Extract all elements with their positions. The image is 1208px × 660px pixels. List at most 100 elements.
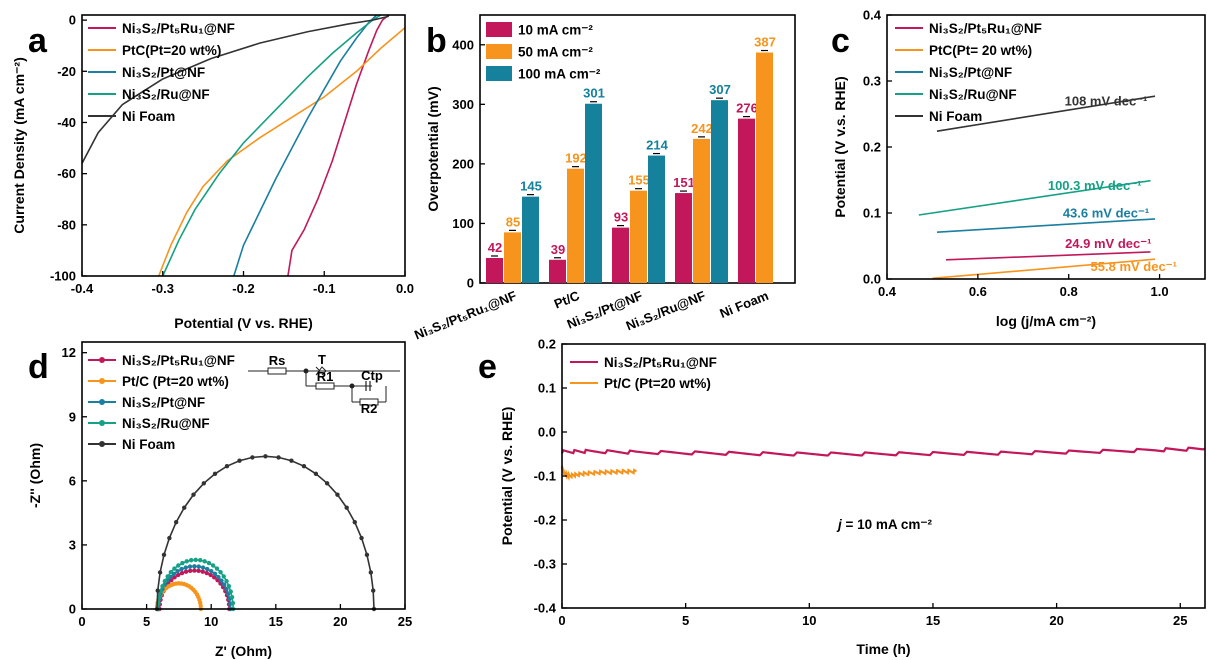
nyquist-point	[250, 455, 255, 460]
nyquist-point	[221, 574, 226, 579]
x-tick-label: 0.6	[969, 284, 987, 299]
x-tick-label: -0.1	[313, 281, 335, 296]
y-tick-label: 0.2	[538, 337, 556, 352]
x-tick-label: 25	[398, 614, 412, 629]
x-tick-label: 5	[143, 614, 150, 629]
bar-value-label: 242	[691, 121, 713, 136]
legend-entry: 50 mA cm⁻²	[518, 45, 593, 60]
nyquist-point	[187, 568, 193, 574]
legend-marker	[99, 441, 105, 447]
x-tick-label: 0.4	[878, 284, 897, 299]
nyquist-point	[180, 560, 185, 566]
bar-bar100	[648, 155, 665, 283]
bar-bar50	[693, 138, 710, 283]
nyquist-point	[198, 603, 203, 609]
circuit-label: Ctp	[361, 368, 383, 383]
bar-bar100	[711, 100, 728, 283]
current-density-annotation: j = 10 mA cm⁻²	[836, 517, 933, 532]
y-tick-label: -80	[57, 217, 76, 232]
bar-bar10	[549, 259, 566, 283]
nyquist-point	[221, 582, 227, 587]
legend-entry: Ni₃S₂/Pt₅Ru₁@NF	[122, 21, 235, 36]
nyquist-point	[301, 464, 307, 469]
bar-value-label: 155	[628, 173, 650, 188]
nyquist-point	[352, 520, 357, 525]
nyquist-point	[205, 566, 210, 572]
nyquist-point	[228, 589, 233, 594]
nyquist-point	[371, 588, 376, 593]
nyquist-point	[289, 458, 294, 463]
bar-value-label: 214	[646, 138, 668, 153]
nyquist-point	[206, 560, 212, 566]
category-label: Pt/C	[552, 288, 582, 312]
nyquist-point	[175, 568, 180, 574]
legend-entry: Ni₃S₂/Pt₅Ru₁@NF	[122, 353, 235, 368]
y-tick-label: 100	[452, 216, 474, 231]
legend-entry: Ni Foam	[122, 437, 175, 452]
y-tick-label: 6	[69, 473, 76, 488]
nyquist-point	[202, 559, 207, 564]
legend-entry: Ni₃S₂/Pt@NF	[122, 395, 205, 410]
y-tick-label: -20	[57, 64, 76, 79]
category-label: Ni₃S₂/Pt₅Ru₁@NF	[412, 288, 518, 343]
y-axis-title: Potential (V vs. RHE)	[499, 407, 515, 545]
legend-entry: Pt/C (Pt=20 wt%)	[122, 374, 229, 389]
series-line-ptc	[157, 27, 406, 277]
stability-line-ptc	[560, 465, 638, 482]
tafel-slope-label: 100.3 mV dec⁻¹	[1048, 178, 1142, 193]
legend-entry: Pt/C (Pt=20 wt%)	[604, 376, 711, 391]
nyquist-point	[230, 600, 236, 606]
series-line-pt	[233, 14, 378, 277]
legend-marker	[99, 378, 105, 384]
series-line-pt5ru1	[287, 14, 390, 277]
x-tick-label: 0.8	[1060, 284, 1078, 299]
bar-bar10	[486, 257, 503, 283]
legend-entry: Ni Foam	[929, 109, 982, 124]
nyquist-point	[263, 454, 268, 459]
nyquist-point	[313, 471, 319, 476]
bar-value-label: 192	[565, 151, 587, 166]
x-tick-label: 1.0	[1151, 284, 1169, 299]
series-line-ru	[162, 14, 382, 277]
panel-letter: d	[28, 348, 49, 386]
legend-swatch	[486, 66, 512, 81]
y-tick-label: 0.0	[538, 425, 556, 440]
nyquist-point	[196, 568, 201, 574]
nyquist-point	[237, 458, 242, 463]
plot-frame	[81, 341, 406, 610]
legend-entry: Ni₃S₂/Pt₅Ru₁@NF	[604, 355, 717, 370]
nyquist-point	[193, 557, 198, 563]
legend-swatch	[486, 44, 512, 59]
tafel-line-nifoam	[936, 95, 1156, 132]
annotation-value: = 10 mA cm⁻²	[842, 517, 933, 532]
nyquist-point	[335, 492, 340, 497]
x-tick-label: -0.4	[71, 281, 94, 296]
circuit-resistor	[315, 382, 335, 390]
y-axis-title: -Z'' (Ohm)	[27, 443, 43, 508]
y-tick-label: 0	[467, 276, 474, 291]
bar-value-label: 85	[506, 214, 520, 229]
nyquist-point	[155, 588, 160, 593]
bar-bar50	[630, 190, 647, 283]
nyquist-point	[175, 572, 181, 578]
tafel-line-pt5ru1	[946, 251, 1151, 261]
x-tick-label: 10	[204, 614, 218, 629]
x-axis-title: Potential (V vs. RHE)	[174, 315, 312, 331]
legend-marker	[99, 399, 105, 405]
nyquist-point	[173, 520, 179, 525]
circuit-resistor	[359, 398, 379, 406]
nyquist-point	[167, 535, 172, 541]
bar-bar50	[756, 52, 773, 283]
y-tick-label: 0.2	[863, 140, 881, 155]
bar-value-label: 39	[551, 242, 565, 257]
nyquist-point	[209, 568, 214, 574]
panel-a-lcv-chart: -0.4 -0.3 -0.2 -0.1 0.0 0 -20 -40 -60 -80 -100 Pote…	[11, 13, 414, 331]
tafel-slope-label: 55.8 mV dec⁻¹	[1091, 259, 1177, 274]
y-tick-label: -60	[57, 166, 76, 181]
nyquist-point	[364, 552, 370, 558]
bar-value-label: 276	[736, 101, 758, 116]
tafel-slope-label: 24.9 mV dec⁻¹	[1065, 236, 1151, 251]
nyquist-point	[200, 565, 206, 570]
nyquist-point	[219, 578, 224, 583]
x-tick-label: 15	[269, 614, 283, 629]
